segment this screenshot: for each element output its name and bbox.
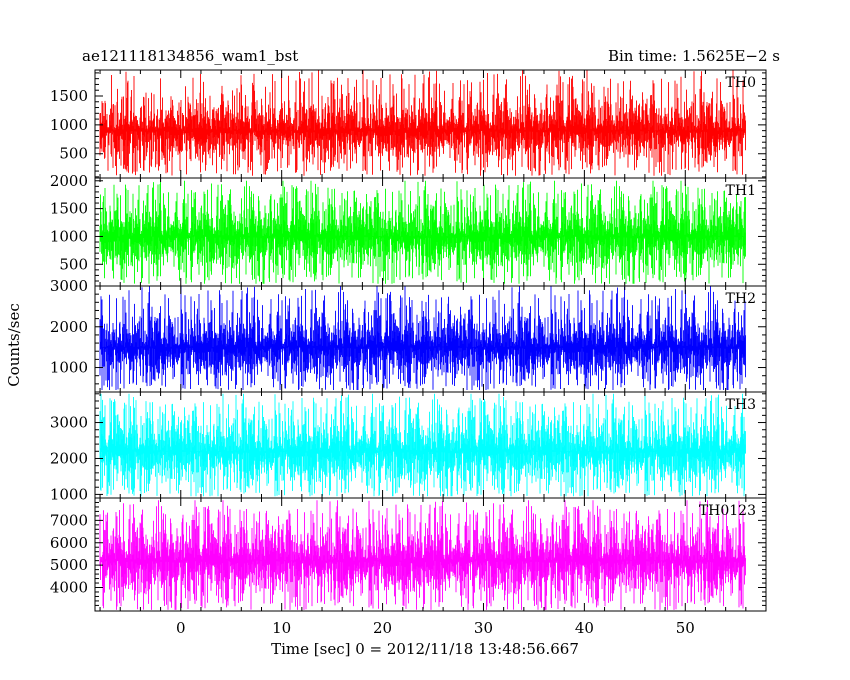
y-tick-label: 6000 xyxy=(50,534,88,552)
series-th1 xyxy=(99,180,746,284)
y-tick-label: 1000 xyxy=(50,485,88,503)
panel-th0123: 4000 5000 6000 7000 TH0123 xyxy=(50,497,767,612)
panel-label: TH1 xyxy=(726,183,756,199)
panels-group: 500 1000 1500 TH0 500 1000 1500 2000 TH1 1000 2000… xyxy=(50,69,767,612)
panel-frame xyxy=(94,497,767,612)
y-tick-label: 2000 xyxy=(50,449,88,467)
x-axis-title: Time [sec] 0 = 2012/11/18 13:48:56.667 xyxy=(271,640,579,658)
panel-th0: 500 1000 1500 TH0 xyxy=(50,69,767,179)
panel-label: TH0123 xyxy=(699,503,756,519)
y-tick-label: 5000 xyxy=(50,556,88,574)
chart-header-right: Bin time: 1.5625E−2 s xyxy=(608,47,780,65)
panel-label: TH2 xyxy=(726,291,756,307)
panel-th1: 500 1000 1500 2000 TH1 xyxy=(50,172,767,287)
panel-label: TH3 xyxy=(726,397,756,413)
x-tick-label: 50 xyxy=(676,619,695,637)
y-tick-label: 1000 xyxy=(50,227,88,245)
x-tick-label: 20 xyxy=(373,619,392,637)
panel-th3: 1000 2000 3000 TH3 xyxy=(50,391,767,503)
chart-header-left: ae121118134856_wam1_bst xyxy=(82,47,298,65)
series-th0 xyxy=(99,70,746,176)
y-axis-title: Counts/sec xyxy=(5,303,23,387)
panel-th2: 1000 2000 3000 TH2 xyxy=(50,277,767,393)
y-tick-label: 1000 xyxy=(50,359,88,377)
y-tick-label: 3000 xyxy=(50,277,88,295)
y-tick-label: 500 xyxy=(59,145,88,163)
series-th3 xyxy=(99,393,746,497)
x-tick-label: 40 xyxy=(575,619,594,637)
y-tick-label: 1000 xyxy=(50,116,88,134)
y-tick-label: 7000 xyxy=(50,511,88,529)
series-th0123 xyxy=(99,500,746,610)
y-tick-label: 1500 xyxy=(50,200,88,218)
panel-label: TH0 xyxy=(726,75,756,91)
x-tick-label: 30 xyxy=(474,619,493,637)
x-tick-label: 0 xyxy=(176,619,186,637)
y-tick-label: 2000 xyxy=(50,318,88,336)
x-axis: 0 10 20 30 40 50 xyxy=(176,619,695,637)
y-tick-label: 2000 xyxy=(50,172,88,190)
y-tick-label: 4000 xyxy=(50,579,88,597)
y-tick-label: 3000 xyxy=(50,414,88,432)
y-tick-label: 500 xyxy=(59,255,88,273)
x-tick-label: 10 xyxy=(272,619,291,637)
series-th2 xyxy=(99,286,746,390)
y-tick-label: 1500 xyxy=(50,87,88,105)
